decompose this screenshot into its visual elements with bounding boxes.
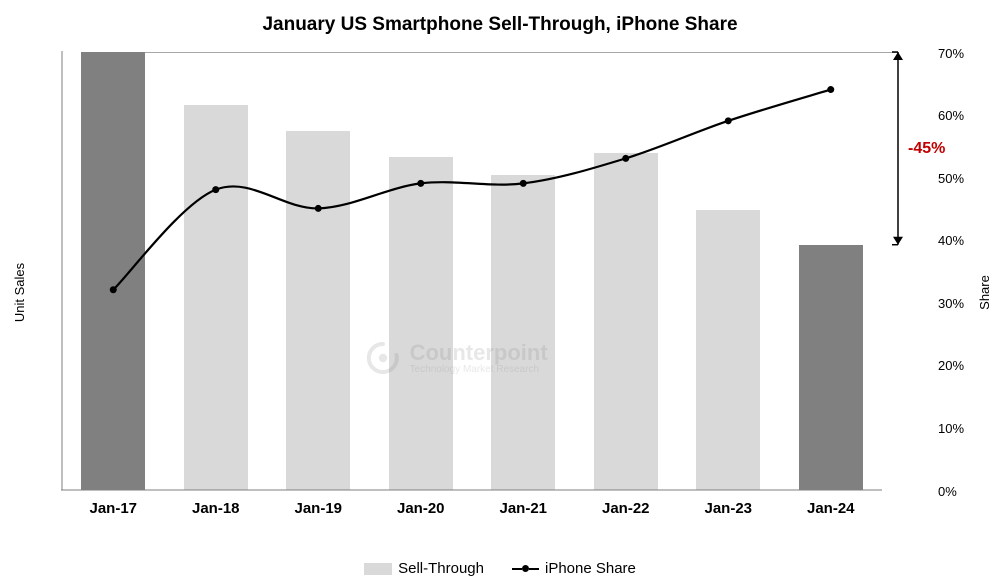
legend: Sell-Through iPhone Share [0, 560, 1000, 577]
x-tick-label: Jan-21 [472, 500, 575, 517]
y-right-tick-label: 60% [938, 108, 964, 123]
x-tick-label: Jan-18 [165, 500, 268, 517]
plot-area [62, 52, 882, 490]
x-tick-label: Jan-23 [677, 500, 780, 517]
y-right-tick-label: 40% [938, 233, 964, 248]
y-right-tick-label: 0% [938, 484, 957, 499]
x-tick-label: Jan-22 [575, 500, 678, 517]
legend-swatch-sell-through [364, 563, 392, 575]
legend-item-iphone-share: iPhone Share [512, 560, 636, 577]
drop-annotation: -45% [908, 140, 945, 158]
y-right-tick-label: 20% [938, 358, 964, 373]
y-axis-left-label: Unit Sales [10, 0, 30, 585]
x-tick-label: Jan-17 [62, 500, 165, 517]
y-right-tick-label: 10% [938, 421, 964, 436]
legend-item-sell-through: Sell-Through [364, 560, 484, 577]
drop-bracket [62, 52, 938, 494]
x-tick-label: Jan-19 [267, 500, 370, 517]
legend-label-iphone-share: iPhone Share [545, 560, 636, 577]
y-right-tick-label: 30% [938, 296, 964, 311]
y-axis-right-label-text: Share [977, 275, 992, 310]
chart-title: January US Smartphone Sell-Through, iPho… [0, 14, 1000, 36]
y-axis-right-label: Share [974, 0, 994, 585]
legend-marker-iphone-share [512, 565, 539, 572]
legend-label-sell-through: Sell-Through [398, 560, 484, 577]
x-tick-label: Jan-20 [370, 500, 473, 517]
y-right-tick-label: 70% [938, 46, 964, 61]
x-tick-label: Jan-24 [780, 500, 883, 517]
y-right-tick-label: 50% [938, 171, 964, 186]
chart-title-text: January US Smartphone Sell-Through, iPho… [262, 14, 737, 35]
y-axis-left-label-text: Unit Sales [13, 263, 28, 322]
